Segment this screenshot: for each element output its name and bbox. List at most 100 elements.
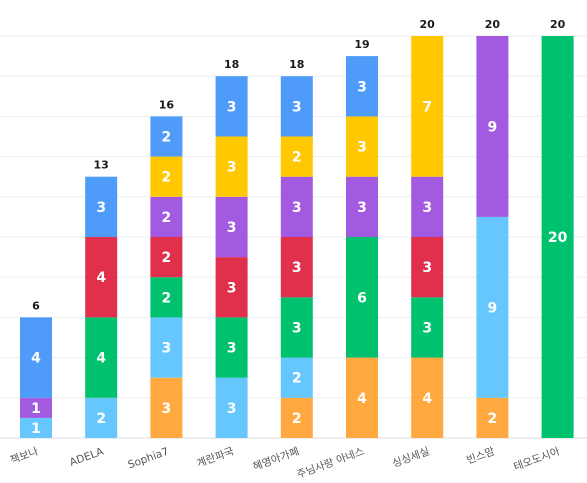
category-tick-label: 계란파국 (195, 445, 236, 470)
bar-segment (215, 196, 248, 258)
segment-value-label: 3 (292, 260, 302, 276)
segment-value-label: 3 (96, 200, 106, 216)
category-tick-label: 주님사랑 아네스 (295, 445, 366, 481)
segment-value-label: 3 (227, 280, 237, 296)
bar-total-label: 20 (420, 18, 436, 31)
bar-total-label: 19 (354, 38, 369, 51)
segment-value-label: 2 (96, 411, 106, 427)
segment-value-label: 3 (227, 99, 237, 115)
bar-segment (150, 377, 183, 438)
segment-value-label: 4 (96, 270, 106, 286)
segment-value-label: 1 (31, 421, 41, 437)
segment-value-label: 3 (227, 160, 237, 176)
category-tick-label: 책보나 (9, 445, 41, 466)
segment-value-label: 3 (357, 200, 367, 216)
bar-segment (215, 377, 248, 438)
bar-segment (280, 136, 313, 177)
bar-total-label: 20 (485, 18, 501, 31)
bar-segment (20, 417, 52, 438)
bar-segment (411, 36, 444, 177)
bar-segment (20, 397, 52, 418)
bar-segment (150, 156, 183, 197)
bar-total-label: 20 (550, 18, 566, 31)
segment-value-label: 3 (422, 260, 432, 276)
segment-value-label: 2 (292, 411, 302, 427)
category-tick-label: ADELA (68, 445, 106, 469)
segment-value-label: 2 (162, 170, 172, 186)
bar-segment (411, 176, 444, 237)
bar-segment (150, 196, 183, 237)
bar-segment (85, 176, 118, 237)
segment-value-label: 3 (292, 320, 302, 336)
bar-segment (476, 397, 509, 438)
bar-segment (541, 36, 574, 438)
bar-total-label: 6 (32, 299, 40, 312)
segment-value-label: 20 (548, 230, 568, 246)
segment-value-label: 3 (162, 401, 172, 417)
bars (20, 36, 574, 438)
segment-value-label: 3 (227, 341, 237, 357)
segment-value-label: 2 (292, 150, 302, 166)
segment-value-label: 3 (357, 79, 367, 95)
bar-total-label: 18 (224, 58, 239, 71)
bar-segment (280, 397, 313, 438)
category-tick-label: 혜영아가폐 (251, 446, 301, 474)
segment-value-label: 3 (292, 99, 302, 115)
category-tick-label: 빈스맘 (465, 445, 497, 466)
segment-value-label: 4 (96, 351, 106, 367)
segment-value-label: 4 (357, 391, 367, 407)
bar-segment (280, 176, 313, 237)
bar-segment (20, 317, 52, 398)
segment-value-label: 4 (422, 391, 432, 407)
segment-value-label: 3 (227, 401, 237, 417)
bar-segment (85, 397, 118, 438)
segment-value-label: 3 (422, 320, 432, 336)
segment-value-label: 3 (422, 200, 432, 216)
bar-segment (476, 216, 509, 398)
segment-value-label: 9 (488, 119, 498, 135)
bar-segment (346, 116, 378, 177)
segment-value-label: 2 (162, 250, 172, 266)
bar-segment (215, 136, 248, 197)
segment-value-label: 4 (31, 351, 41, 367)
category-tick-label: 테오도시아 (512, 445, 562, 473)
bar-total-label: 18 (289, 58, 304, 71)
bar-segment (476, 36, 509, 217)
segment-value-label: 6 (357, 290, 367, 306)
bar-segment (150, 277, 183, 318)
segment-value-label: 3 (227, 220, 237, 236)
bar-total-label: 16 (159, 98, 175, 111)
bar-segment (346, 176, 378, 237)
segment-value-label: 3 (162, 341, 172, 357)
segment-value-label: 7 (422, 99, 432, 115)
segment-value-label: 1 (31, 401, 41, 417)
bar-segment (280, 76, 313, 137)
bar-segment (280, 357, 313, 398)
bar-segment (411, 357, 444, 438)
bar-segment (215, 317, 248, 378)
category-tick-label: Sophia7 (126, 446, 170, 472)
segment-value-label: 2 (292, 371, 302, 387)
bar-segment (411, 297, 444, 358)
segment-value-label: 2 (162, 290, 172, 306)
bar-segment (280, 237, 313, 298)
bar-segment (346, 56, 378, 117)
bar-segment (346, 237, 378, 358)
bar-segment (85, 237, 118, 318)
segment-value-label: 2 (488, 411, 498, 427)
bar-segment (150, 237, 183, 278)
bar-total-label: 13 (94, 159, 109, 172)
bar-segment (280, 297, 313, 358)
bar-segment (150, 116, 183, 157)
bar-segment (150, 317, 183, 378)
segment-value-label: 3 (292, 200, 302, 216)
bar-segment (346, 357, 378, 438)
segment-value-label: 9 (488, 300, 498, 316)
bar-segment (85, 317, 118, 398)
segment-value-label: 3 (357, 140, 367, 156)
bar-segment (411, 237, 444, 298)
segment-value-label: 2 (162, 130, 172, 146)
category-tick-label: 싱싱세실 (391, 446, 431, 470)
